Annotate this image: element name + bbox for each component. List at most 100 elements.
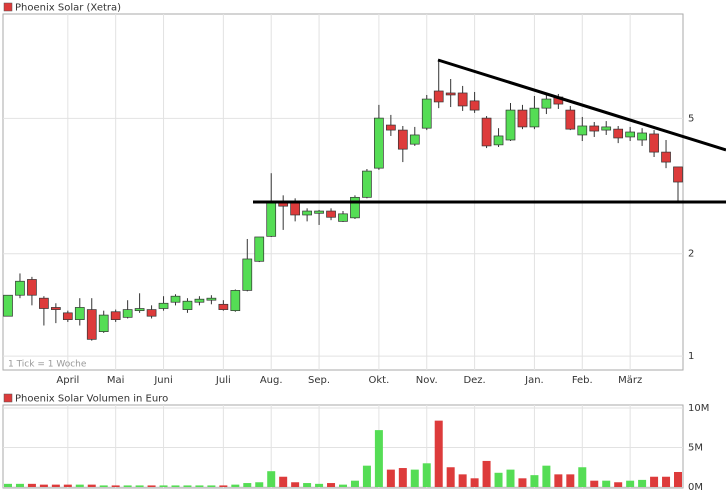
x-tick-label: Dez. — [463, 375, 485, 386]
x-tick-label: März — [618, 375, 642, 386]
candle-body — [577, 125, 588, 136]
volume-bar — [434, 420, 443, 487]
candle-body — [122, 309, 133, 318]
candle-body — [469, 100, 480, 111]
volume-bar — [350, 480, 359, 487]
volume-bar — [662, 476, 671, 487]
candle-body — [338, 213, 348, 222]
volume-bar — [470, 478, 479, 487]
legend-swatch — [3, 2, 13, 12]
y-tick-label: 0M — [688, 482, 703, 493]
volume-bar — [638, 479, 647, 487]
candle-body — [457, 92, 468, 107]
volume-bar — [518, 478, 527, 487]
volume-panel — [2, 404, 684, 489]
candle-body — [230, 290, 241, 312]
candle-body — [661, 151, 671, 163]
candle-body — [421, 98, 432, 129]
volume-bar — [27, 483, 36, 487]
volume-bar — [75, 484, 84, 487]
x-tick-label: April — [56, 375, 79, 386]
volume-bar — [147, 485, 156, 487]
y-tick-label: 10M — [688, 403, 709, 414]
candle-body — [290, 202, 300, 216]
candle-body — [110, 311, 121, 320]
candle-body — [326, 210, 336, 218]
volume-bar — [135, 485, 144, 487]
candle-body — [625, 131, 635, 138]
candle-body — [218, 303, 229, 310]
volume-bar — [303, 483, 312, 487]
volume-bar — [219, 485, 228, 487]
volume-bar — [4, 483, 12, 487]
candle-body — [397, 129, 408, 150]
volume-bar — [63, 484, 72, 487]
candle-body — [158, 302, 169, 309]
y-tick-label: 1 — [688, 351, 694, 362]
legend-label: Phoenix Solar (Xetra) — [15, 3, 121, 14]
legend-label: Phoenix Solar Volumen in Euro — [15, 394, 168, 405]
volume-bar — [39, 484, 48, 487]
volume-bar — [410, 469, 419, 487]
candle-body — [242, 258, 253, 291]
candle-body — [409, 134, 420, 145]
volume-bar — [626, 480, 635, 487]
x-tick-label: Feb. — [572, 375, 593, 386]
candle-body — [98, 314, 109, 332]
volume-bar — [446, 467, 455, 487]
volume-bar — [291, 482, 300, 487]
x-tick-label: Jan. — [524, 375, 544, 386]
volume-bar — [171, 485, 180, 487]
volume-bar — [602, 480, 611, 487]
candle-body — [637, 132, 647, 141]
volume-bar — [494, 472, 503, 487]
candle-body — [589, 125, 600, 132]
x-tick-label: Aug. — [260, 375, 283, 386]
candle-body — [27, 279, 37, 296]
volume-bar — [554, 474, 563, 487]
volume-bar — [123, 485, 132, 487]
volume-bar — [362, 465, 371, 487]
volume-bar — [195, 485, 204, 487]
x-tick-label: Juni — [153, 375, 172, 386]
candle-body — [206, 297, 217, 301]
volume-bar — [674, 471, 682, 487]
volume-bar — [590, 480, 599, 487]
candle-body — [62, 312, 73, 320]
candle-body — [15, 280, 25, 296]
candle-body — [314, 210, 324, 214]
trend-line — [437, 58, 726, 152]
candle-body — [433, 90, 444, 103]
candle-body — [3, 294, 13, 317]
volume-bar — [422, 463, 431, 487]
y-tick-label: 2 — [688, 249, 694, 260]
candle-body — [386, 124, 396, 131]
volume-bar — [386, 469, 395, 487]
candle-body — [266, 202, 277, 237]
legend-swatch — [3, 393, 13, 403]
volume-bar — [506, 469, 515, 487]
candle-body — [505, 109, 516, 141]
volume-bar — [267, 471, 276, 487]
volume-bar — [458, 474, 467, 487]
candle-body — [613, 128, 624, 139]
volume-bar — [542, 465, 551, 487]
volume-bar — [231, 484, 240, 487]
candle-body — [350, 196, 360, 219]
volume-bar — [578, 467, 587, 487]
x-tick-label: Sep. — [308, 375, 330, 386]
candle-body — [493, 135, 504, 146]
candle-body — [74, 307, 85, 320]
candle-body — [51, 307, 61, 310]
candle-body — [194, 298, 205, 303]
volume-bar — [398, 468, 407, 487]
volume-bar — [374, 430, 383, 487]
volume-bar — [650, 476, 659, 487]
volume-bar — [614, 482, 623, 487]
candle-body — [362, 170, 372, 198]
volume-bar — [255, 482, 264, 487]
candle-body — [529, 107, 540, 128]
candle-body — [445, 92, 456, 96]
x-tick-label: Nov. — [416, 375, 438, 386]
